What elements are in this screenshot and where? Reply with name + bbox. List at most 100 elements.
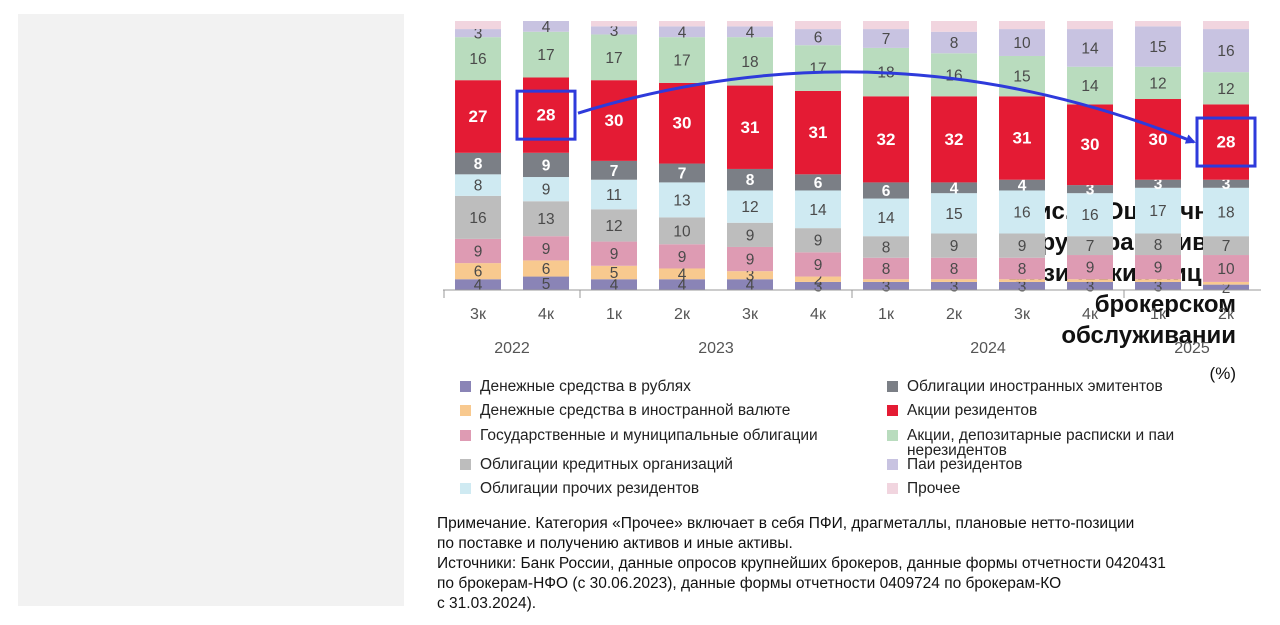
data-label: 3 [1086,182,1095,199]
bar-segment-облигации-прочих-резидентов [659,182,705,218]
data-label: 8 [746,172,755,189]
data-label: 3 [1086,278,1095,295]
data-label: 18 [1217,204,1234,221]
legend-label: Облигации прочих резидентов [480,480,700,497]
bar-segment-акции-депозитарные-расписки-и-паи-нерезидентов [455,37,501,81]
data-label: 13 [537,211,554,228]
bar-segment-облигации-иностранных-эмитентов [795,174,841,191]
bar-segment-денежные-средства-в-иностранной-валюте [659,268,705,280]
footnote-line: Примечание. Категория «Прочее» включает … [437,515,1135,532]
data-label: 6 [814,30,823,47]
bar-segment-прочее [1067,21,1113,30]
data-label: 17 [537,47,554,64]
data-label: 16 [1013,204,1030,221]
figure-unit: (%) [1209,364,1236,383]
legend-label: Денежные средства в рублях [480,378,691,395]
x-tick-label: 4к [1082,306,1099,323]
bar-segment-государственные-и-муниципальные-облигации [659,244,705,269]
legend-label: Паи резидентов [907,456,1023,473]
data-label: 9 [746,227,755,244]
data-label: 10 [673,223,691,240]
bar-segment-прочее [999,21,1045,30]
data-label: 16 [1217,43,1234,60]
bar-segment-денежные-средства-в-иностранной-валюте [931,279,977,282]
bar-segment-денежные-средства-в-иностранной-валюте [1135,279,1181,282]
bar-segment-денежные-средства-в-иностранной-валюте [999,279,1045,282]
legend-swatch [460,459,471,470]
highlight-box [1195,116,1257,168]
data-label: 3 [610,23,619,40]
data-label: 10 [1013,35,1031,52]
data-label: 2 [1222,280,1231,297]
bar-segment-облигации-кредитных-организаций [523,201,569,237]
data-label: 7 [1222,238,1231,255]
x-tick-label: 4к [538,306,555,323]
bar-segment-облигации-прочих-резидентов [863,198,909,237]
bar-segment-денежные-средства-в-рублях [931,281,977,290]
data-label: 4 [474,277,483,294]
bar-segment-государственные-и-муниципальные-облигации [999,257,1045,280]
data-label: 16 [469,210,486,227]
bar-segment-облигации-прочих-резидентов [455,174,501,196]
bar-segment-облигации-кредитных-организаций [455,195,501,239]
bar-segment-облигации-прочих-резидентов [1067,193,1113,237]
data-label: 3 [950,278,959,295]
footnotes: Примечание. Категория «Прочее» включает … [437,514,1267,614]
data-label: 8 [950,261,959,278]
bar-segment-денежные-средства-в-рублях [591,279,637,290]
legend-item: Облигации иностранных эмитентов [887,379,1247,394]
footnote-line: по брокерам-НФО (с 30.06.2023), данные ф… [437,575,1062,592]
bar-segment-акции-депозитарные-расписки-и-паи-нерезидентов [931,53,977,97]
data-label: 10 [1217,261,1235,278]
data-label: 9 [1018,238,1027,255]
bar-segment-прочее [795,21,841,30]
data-label: 14 [1081,40,1099,57]
legend-label: Прочее [907,480,961,497]
data-label: 4 [1018,178,1027,195]
data-label: 6 [474,264,483,281]
bar-segment-денежные-средства-в-иностранной-валюте [523,260,569,277]
bar-segment-денежные-средства-в-рублях [727,279,773,290]
data-label: 6 [882,183,891,200]
data-label: 30 [605,111,624,130]
data-label: 30 [1081,135,1100,154]
data-label: 6 [542,261,551,278]
bar-segment-паи-резидентов [1067,29,1113,67]
data-label: 32 [877,130,896,149]
x-tick-label: 4к [810,306,827,323]
x-tick-label: 1к [1150,306,1167,323]
bar-segment-облигации-иностранных-эмитентов [1203,179,1249,188]
bar-segment-облигации-иностранных-эмитентов [455,152,501,175]
bar-segment-паи-резидентов [863,29,909,48]
x-tick-label: 2к [674,306,691,323]
bar-segment-облигации-кредитных-организаций [1067,236,1113,256]
legend-swatch [887,381,898,392]
data-label: 3 [746,268,755,285]
bar-segment-облигации-иностранных-эмитентов [1135,179,1181,188]
bar-segment-денежные-средства-в-рублях [659,279,705,290]
bar-segment-облигации-прочих-резидентов [727,190,773,223]
bar-segment-денежные-средства-в-рублях [523,276,569,290]
bar-segment-государственные-и-муниципальные-облигации [1067,255,1113,280]
legend-item: Облигации прочих резидентов [460,481,820,496]
data-label: 9 [678,249,687,266]
legend-swatch [887,483,898,494]
bar-segment-облигации-прочих-резидентов [999,190,1045,234]
bar-segment-денежные-средства-в-иностранной-валюте [455,263,501,280]
data-label: 3 [882,278,891,295]
bar-segment-денежные-средства-в-иностранной-валюте [1067,279,1113,282]
bar-segment-денежные-средства-в-иностранной-валюте [591,265,637,280]
bar-segment-денежные-средства-в-иностранной-валюте [1203,281,1249,285]
bar-segment-денежные-средства-в-иностранной-валюте [795,276,841,282]
data-label: 31 [809,123,828,142]
bar-segment-облигации-кредитных-организаций [1135,233,1181,256]
bar-segment-акции-депозитарные-расписки-и-паи-нерезидентов [795,45,841,91]
bar-segment-прочее [1203,21,1249,30]
bar-segment-облигации-кредитных-организаций [1203,236,1249,256]
bar-segment-паи-резидентов [455,29,501,38]
bar-segment-облигации-кредитных-организаций [863,236,909,258]
bar-segment-акции-резидентов [931,96,977,183]
highlight-arrow [577,70,1196,144]
data-label: 7 [610,163,619,180]
bar-segment-государственные-и-муниципальные-облигации [1203,255,1249,282]
